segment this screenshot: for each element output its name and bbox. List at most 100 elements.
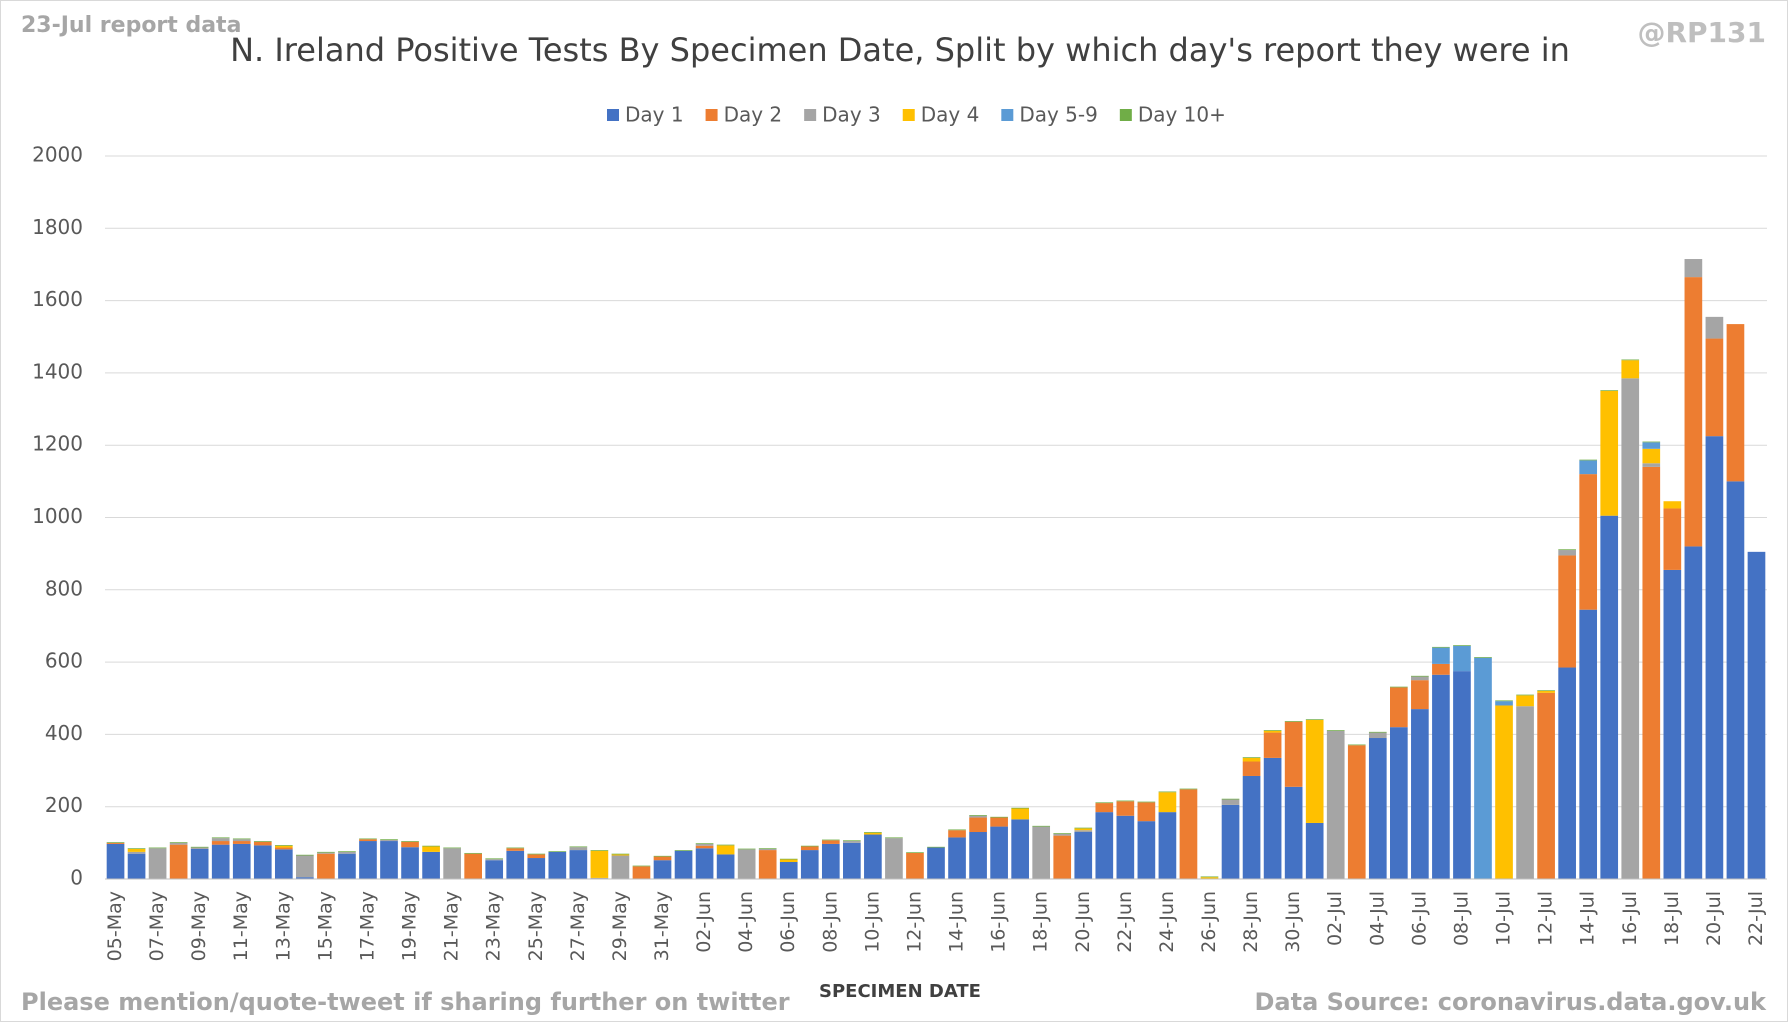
x-tick-label: 13-May <box>272 891 294 961</box>
bar-segment <box>485 858 504 860</box>
bar-segment <box>485 860 504 879</box>
bar-segment <box>821 840 840 844</box>
bar-segment <box>1600 390 1619 391</box>
legend-label: Day 2 <box>724 103 783 127</box>
bar-segment <box>1537 690 1555 692</box>
x-tick-label: 23-May <box>483 891 505 961</box>
bar-segment <box>1600 390 1619 516</box>
bar-segment <box>1368 732 1387 739</box>
bar-segment <box>443 848 461 879</box>
bar-segment <box>359 839 377 842</box>
bar-segment <box>1432 646 1450 648</box>
bar-segment <box>569 846 588 848</box>
x-tick-label: 10-Jul <box>1493 891 1515 946</box>
bar-segment <box>800 845 819 847</box>
bar-segment <box>695 843 714 846</box>
bar-segment <box>632 866 651 879</box>
bar-segment <box>1053 833 1072 834</box>
bar-segment <box>737 848 756 850</box>
x-tick-label: 06-Jul <box>1408 891 1430 946</box>
bar-segment <box>1537 691 1555 693</box>
y-tick-label: 1600 <box>32 287 83 311</box>
x-tick-label: 30-Jun <box>1282 891 1304 953</box>
bar-segment <box>864 832 882 835</box>
bar-segment <box>1684 277 1703 547</box>
bar-segment <box>232 839 251 842</box>
legend-label: Day 4 <box>921 103 980 127</box>
bar-segment <box>653 856 672 861</box>
bar-segment <box>1705 436 1724 879</box>
x-tick-label: 06-Jun <box>777 891 799 953</box>
bar-segment <box>969 817 987 833</box>
bar-segment <box>1579 459 1598 461</box>
bar-segment <box>1600 515 1619 879</box>
bar-segment <box>948 829 966 831</box>
bar-segment <box>296 877 314 879</box>
bar-segment <box>864 832 882 833</box>
bar-segment <box>1263 757 1282 879</box>
x-tick-label: 17-May <box>356 891 378 961</box>
bar-segment <box>232 838 251 840</box>
bar-segment <box>1242 775 1261 879</box>
bar-segment <box>590 850 609 851</box>
bar-segment <box>1137 801 1156 803</box>
bar-segment <box>1242 757 1261 758</box>
bar-segment <box>1284 721 1303 787</box>
x-tick-label: 31-May <box>651 891 673 961</box>
bar-segment <box>232 841 251 844</box>
bar-segment <box>317 851 335 853</box>
x-tick-label: 24-Jun <box>1156 891 1178 953</box>
bar-segment <box>1516 706 1534 879</box>
bar-segment <box>758 848 777 851</box>
bar-segment <box>169 844 188 879</box>
bar-segment <box>1474 657 1492 658</box>
bar-segment <box>906 852 924 853</box>
bar-segment <box>253 841 272 842</box>
bar-segment <box>211 838 230 842</box>
bar-segment <box>1579 609 1598 879</box>
legend-swatch <box>804 109 817 121</box>
x-tick-label: 25-May <box>525 891 547 961</box>
bar-segment <box>1537 692 1555 879</box>
bar-segment <box>1558 555 1576 668</box>
bar-segment <box>1516 694 1534 696</box>
bar-segment <box>232 843 251 879</box>
x-tick-label: 16-Jul <box>1619 891 1641 946</box>
footer-right: Data Source: coronavirus.data.gov.uk <box>1255 988 1768 1016</box>
bar-segment <box>1347 744 1366 746</box>
bar-segment <box>990 816 1008 818</box>
legend-swatch <box>1119 109 1132 121</box>
bar-segment <box>106 842 125 843</box>
x-tick-label: 04-Jul <box>1366 891 1388 946</box>
x-tick-label: 26-Jun <box>1198 891 1220 953</box>
handle: @RP131 <box>1637 16 1766 49</box>
bar-segment <box>1642 448 1661 464</box>
bar-segment <box>401 841 419 848</box>
bar-segment <box>969 832 987 879</box>
bar-segment <box>1411 680 1429 710</box>
x-tick-label: 27-May <box>567 891 589 961</box>
chart-title: N. Ireland Positive Tests By Specimen Da… <box>230 31 1570 69</box>
y-tick-label: 0 <box>70 866 83 890</box>
x-tick-label: 14-Jul <box>1577 891 1599 946</box>
bar-segment <box>190 847 209 849</box>
bar-segment <box>148 848 167 879</box>
x-tick-label: 02-Jun <box>693 891 715 953</box>
bar-segment <box>674 850 693 851</box>
bar-segment <box>443 847 461 849</box>
bar-segment <box>758 848 777 849</box>
bar-segment <box>948 837 966 879</box>
bar-segment <box>716 854 735 879</box>
bar-segment <box>190 846 209 848</box>
bar-segment <box>716 845 735 855</box>
bar-segment <box>653 855 672 857</box>
bar-segment <box>1621 359 1640 361</box>
bar-segment <box>1432 647 1450 664</box>
bar-segment <box>758 850 777 879</box>
bar-segment <box>800 846 819 851</box>
bar-segment <box>1432 674 1450 879</box>
bar-segment <box>1074 830 1093 833</box>
bar-segment <box>338 851 356 854</box>
bar-segment <box>969 815 987 816</box>
bar-segment <box>506 847 525 849</box>
